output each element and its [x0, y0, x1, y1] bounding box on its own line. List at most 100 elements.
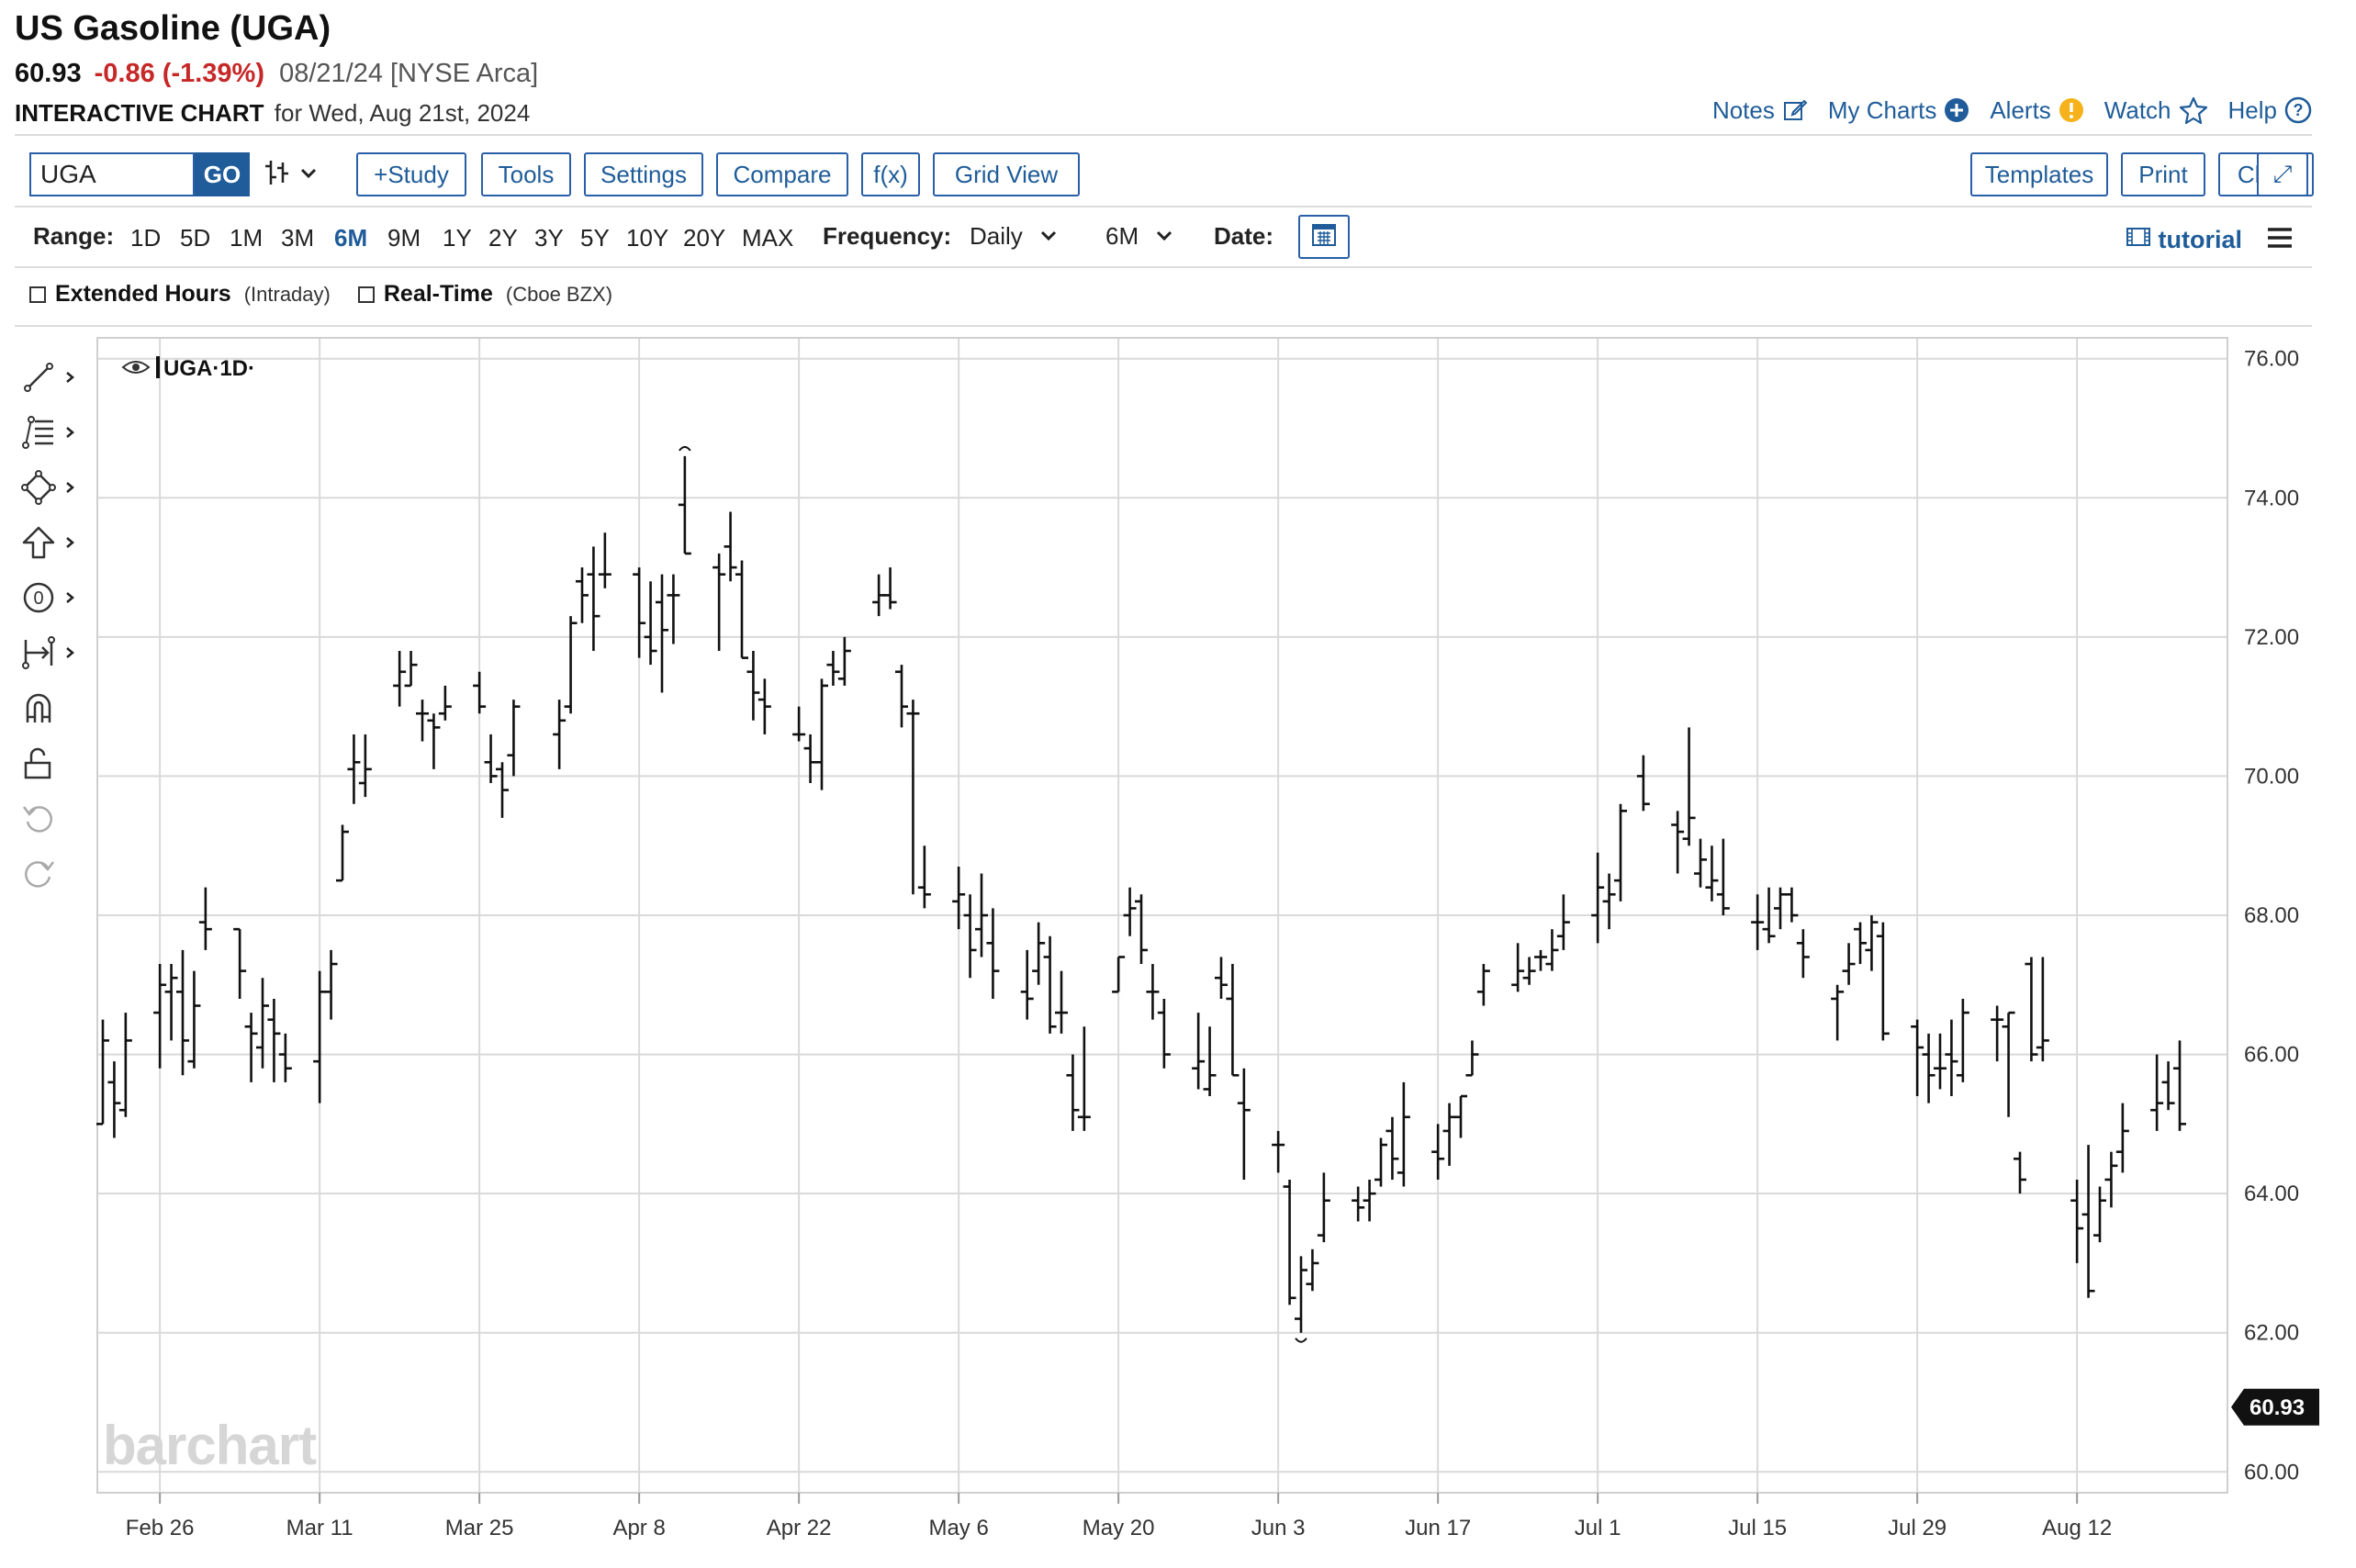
plot-frame	[96, 337, 2228, 1494]
calendar-button[interactable]	[1298, 215, 1350, 259]
svg-text:0: 0	[33, 588, 43, 609]
measure-tool-button[interactable]	[20, 633, 94, 676]
study-button[interactable]: +Study	[356, 152, 466, 196]
chevron-right-icon	[62, 535, 77, 554]
ohlc-bar	[895, 665, 908, 728]
range-9m[interactable]: 9M	[387, 224, 421, 252]
ohlc-bar	[347, 734, 361, 804]
ohlc-bar	[1591, 852, 1605, 944]
price-change: -0.86 (-1.39%)	[94, 59, 264, 88]
line-tool-button[interactable]	[20, 358, 94, 400]
series-legend: UGA·1D·	[163, 356, 255, 381]
ohlc-bar	[1397, 1081, 1410, 1187]
arrow-tool-button[interactable]	[20, 523, 94, 566]
range-5d[interactable]: 5D	[180, 224, 211, 252]
compare-button[interactable]: Compare	[716, 152, 848, 196]
symbol-input[interactable]	[31, 154, 187, 195]
ohlc-bar	[118, 1013, 132, 1117]
go-button[interactable]: GO	[195, 152, 250, 196]
help-link[interactable]: Help ?	[2228, 96, 2312, 125]
range-2y[interactable]: 2Y	[488, 224, 518, 252]
fib-tool-button[interactable]	[20, 413, 94, 455]
my-charts-link[interactable]: My Charts	[1828, 96, 1969, 125]
y-tick-label: 70.00	[2244, 764, 2299, 789]
notes-link[interactable]: Notes	[1712, 96, 1808, 125]
ohlc-bar	[1192, 1013, 1206, 1090]
period-select[interactable]: 6M	[1105, 222, 1173, 251]
fx-button[interactable]: f(x)	[861, 152, 920, 196]
range-1d[interactable]: 1D	[130, 224, 162, 252]
templates-button[interactable]: Templates	[1970, 152, 2108, 196]
print-button[interactable]: Print	[2121, 152, 2205, 196]
range-5y[interactable]: 5Y	[580, 224, 610, 252]
bar-type-selector[interactable]	[263, 158, 327, 191]
menu-icon[interactable]	[2266, 226, 2294, 256]
range-3y[interactable]: 3Y	[534, 224, 564, 252]
fib-tool-icon	[20, 414, 57, 455]
ohlc-bar	[952, 866, 966, 930]
range-6m[interactable]: 6M	[334, 224, 368, 252]
quote-date: 08/21/24 [NYSE Arca]	[279, 59, 539, 88]
quote-line: 60.93 -0.86 (-1.39%) 08/21/24 [NYSE Arca…	[15, 59, 538, 89]
ohlc-bar	[906, 700, 920, 895]
x-tick-label: Jul 29	[1888, 1516, 1947, 1540]
expand-button[interactable]: ⤢	[2257, 152, 2308, 196]
ohlc-bar	[815, 678, 828, 790]
range-10y[interactable]: 10Y	[626, 224, 669, 252]
y-tick-label: 60.00	[2244, 1460, 2299, 1484]
y-tick-label: 66.00	[2244, 1043, 2299, 1068]
x-tick-label: May 6	[928, 1516, 988, 1540]
x-tick-label: Jun 17	[1405, 1516, 1471, 1540]
range-20y[interactable]: 20Y	[683, 224, 726, 252]
x-tick-label: Feb 26	[126, 1516, 195, 1540]
real-time-checkbox[interactable]: Real-Time (Cboe BZX)	[357, 281, 612, 308]
ohlc-bar	[393, 651, 407, 707]
last-price-tag: 60.93	[2231, 1388, 2319, 1426]
range-1y[interactable]: 1Y	[443, 224, 472, 252]
range-3m[interactable]: 3M	[281, 224, 315, 252]
settings-button[interactable]: Settings	[584, 152, 703, 196]
ohlc-bar	[324, 949, 338, 1020]
undo-icon	[20, 800, 57, 841]
ohlc-bar	[792, 706, 806, 742]
watch-link[interactable]: Watch	[2104, 95, 2208, 125]
tutorial-link[interactable]: tutorial	[2126, 226, 2242, 254]
star-icon	[2179, 95, 2208, 125]
line-tool-icon	[20, 359, 57, 400]
alerts-link[interactable]: Alerts	[1990, 96, 2083, 125]
redo-button[interactable]	[20, 854, 94, 896]
magnet-icon	[20, 689, 57, 731]
range-max[interactable]: MAX	[742, 224, 794, 252]
chevron-right-icon	[62, 425, 77, 444]
barchart-watermark: barchart	[103, 1415, 317, 1476]
eye-icon[interactable]	[121, 361, 151, 374]
tools-button[interactable]: Tools	[481, 152, 571, 196]
price-chart[interactable]: 76.00 74.00 72.00 70.00 68.00 66.00 64.00 62.00…	[0, 330, 2356, 1568]
range-bar: Range: 1D 5D 1M 3M 6M 9M 1Y 2Y 3Y 5Y 10Y…	[15, 215, 2312, 259]
frequency-select[interactable]: Daily	[970, 222, 1058, 251]
ohlc-bar	[598, 532, 611, 588]
ohlc-bar	[96, 1019, 109, 1126]
ohlc-bar	[1431, 1124, 1445, 1180]
lock-icon	[20, 745, 57, 786]
axis-labels: 76.00 74.00 72.00 70.00 68.00 66.00 64.00 62.00…	[126, 347, 2319, 1540]
ohlc-bar	[1796, 929, 1810, 979]
extended-hours-checkbox[interactable]: Extended Hours (Intraday)	[29, 281, 331, 308]
magnet-button[interactable]	[20, 689, 94, 731]
top-links: Notes My Charts Alerts Watch Help ?	[1712, 95, 2312, 125]
divider	[15, 266, 2312, 268]
ohlc-bar	[233, 927, 247, 999]
shape-tool-button[interactable]	[20, 468, 94, 510]
lock-button[interactable]	[20, 744, 94, 786]
ohlc-bar	[404, 651, 418, 688]
ohlc-bar	[1602, 873, 1616, 930]
grid-view-button[interactable]: Grid View	[933, 152, 1080, 196]
ohlc-bar	[336, 824, 349, 882]
ohlc-bar	[576, 567, 589, 623]
range-1m[interactable]: 1M	[230, 224, 264, 252]
ohlc-bar	[1934, 1033, 1947, 1090]
counter-tool-button[interactable]: 0	[20, 578, 94, 621]
divider	[15, 134, 2312, 136]
x-tick-label: Mar 11	[286, 1516, 353, 1540]
undo-button[interactable]	[20, 799, 94, 841]
